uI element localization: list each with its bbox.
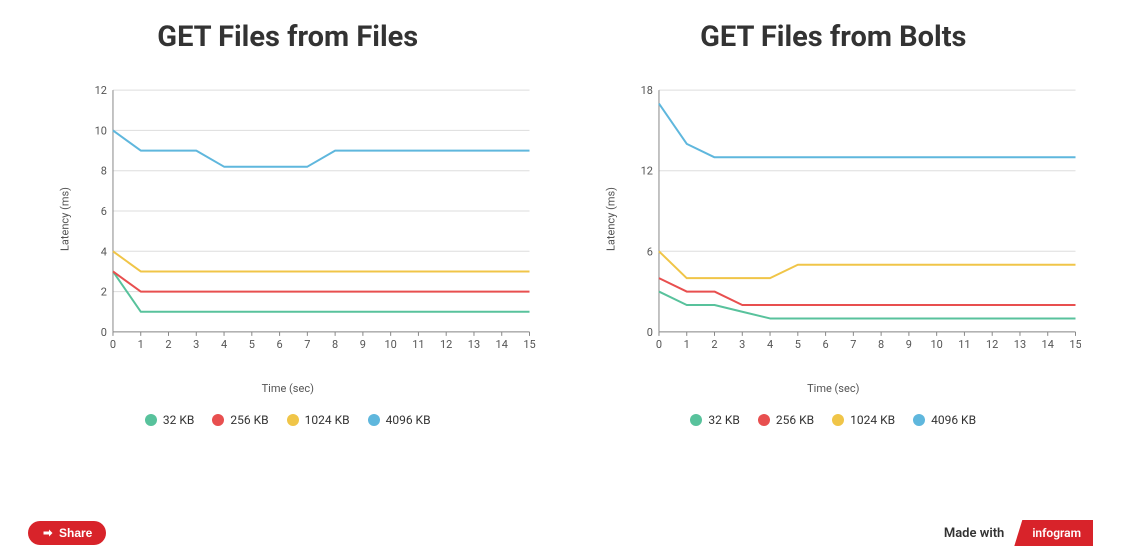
- svg-text:15: 15: [523, 338, 535, 351]
- svg-text:6: 6: [822, 338, 828, 351]
- legend-label: 32 KB: [163, 413, 194, 427]
- svg-text:4: 4: [221, 338, 227, 351]
- legend-dot-icon: [368, 414, 380, 426]
- legend-label: 1024 KB: [305, 413, 350, 427]
- svg-text:12: 12: [95, 84, 107, 97]
- legend-label: 256 KB: [776, 413, 814, 427]
- svg-text:2: 2: [711, 338, 717, 351]
- legend-item: 4096 KB: [913, 413, 976, 427]
- legend-dot-icon: [212, 414, 224, 426]
- made-with: Made with infogram: [944, 520, 1093, 546]
- svg-text:11: 11: [958, 338, 970, 351]
- svg-text:7: 7: [850, 338, 856, 351]
- svg-text:9: 9: [905, 338, 911, 351]
- svg-text:12: 12: [440, 338, 452, 351]
- svg-text:0: 0: [646, 326, 652, 339]
- svg-text:8: 8: [878, 338, 884, 351]
- legend-label: 256 KB: [230, 413, 268, 427]
- chart-area: Latency (ms) 024681012012345678910111213…: [85, 84, 536, 354]
- legend-dot-icon: [287, 414, 299, 426]
- svg-text:14: 14: [496, 338, 508, 351]
- legend-label: 32 KB: [708, 413, 739, 427]
- svg-text:5: 5: [249, 338, 255, 351]
- line-chart: 0246810120123456789101112131415: [85, 84, 536, 354]
- svg-text:0: 0: [101, 326, 107, 339]
- svg-text:0: 0: [110, 338, 116, 351]
- svg-text:12: 12: [640, 165, 652, 178]
- svg-text:13: 13: [1013, 338, 1025, 351]
- y-axis-label: Latency (ms): [59, 187, 72, 251]
- svg-text:1: 1: [138, 338, 144, 351]
- chart-panel-files: GET Files from Files Latency (ms) 0 2 4 6 8 1…: [30, 20, 546, 427]
- charts-row: GET Files from Files Latency (ms) 0 2 4 6 8 1…: [0, 0, 1121, 427]
- legend-dot-icon: [145, 414, 157, 426]
- legend-label: 4096 KB: [386, 413, 431, 427]
- legend-item: 1024 KB: [832, 413, 895, 427]
- svg-text:8: 8: [332, 338, 338, 351]
- svg-text:10: 10: [95, 124, 107, 137]
- svg-text:4: 4: [766, 338, 772, 351]
- chart-title: GET Files from Bolts: [576, 20, 1092, 54]
- share-label: Share: [59, 526, 92, 540]
- svg-text:11: 11: [412, 338, 424, 351]
- svg-text:18: 18: [640, 84, 652, 97]
- svg-text:6: 6: [101, 205, 107, 218]
- legend-item: 256 KB: [212, 413, 268, 427]
- legend: 32 KB 256 KB 1024 KB 4096 KB: [30, 413, 546, 427]
- made-with-label: Made with: [944, 526, 1005, 541]
- footer: Share Made with infogram: [0, 520, 1121, 546]
- share-button[interactable]: Share: [28, 521, 106, 545]
- x-axis-label: Time (sec): [30, 382, 546, 395]
- legend: 32 KB 256 KB 1024 KB 4096 KB: [576, 413, 1092, 427]
- legend-item: 256 KB: [758, 413, 814, 427]
- svg-text:15: 15: [1069, 338, 1081, 351]
- svg-text:0: 0: [655, 338, 661, 351]
- svg-text:14: 14: [1041, 338, 1053, 351]
- y-axis-label: Latency (ms): [604, 187, 617, 251]
- legend-dot-icon: [758, 414, 770, 426]
- legend-dot-icon: [913, 414, 925, 426]
- svg-text:2: 2: [101, 286, 107, 299]
- svg-text:6: 6: [646, 245, 652, 258]
- chart-area: Latency (ms) 061218012345678910111213141…: [631, 84, 1082, 354]
- share-icon: [42, 527, 54, 539]
- legend-label: 4096 KB: [931, 413, 976, 427]
- svg-text:4: 4: [101, 245, 107, 258]
- svg-text:12: 12: [986, 338, 998, 351]
- legend-dot-icon: [690, 414, 702, 426]
- svg-text:10: 10: [930, 338, 942, 351]
- chart-panel-bolts: GET Files from Bolts Latency (ms) 061218…: [576, 20, 1092, 427]
- svg-text:3: 3: [739, 338, 745, 351]
- svg-text:5: 5: [794, 338, 800, 351]
- svg-text:6: 6: [276, 338, 282, 351]
- legend-item: 1024 KB: [287, 413, 350, 427]
- svg-text:13: 13: [468, 338, 480, 351]
- legend-item: 32 KB: [145, 413, 194, 427]
- legend-item: 32 KB: [690, 413, 739, 427]
- legend-label: 1024 KB: [850, 413, 895, 427]
- svg-text:10: 10: [384, 338, 396, 351]
- svg-text:1: 1: [683, 338, 689, 351]
- x-axis-label: Time (sec): [576, 382, 1092, 395]
- svg-text:8: 8: [101, 165, 107, 178]
- legend-item: 4096 KB: [368, 413, 431, 427]
- svg-text:7: 7: [304, 338, 310, 351]
- svg-text:9: 9: [360, 338, 366, 351]
- legend-dot-icon: [832, 414, 844, 426]
- chart-title: GET Files from Files: [30, 20, 546, 54]
- svg-text:2: 2: [165, 338, 171, 351]
- infogram-badge[interactable]: infogram: [1014, 520, 1093, 546]
- svg-text:3: 3: [193, 338, 199, 351]
- line-chart: 0612180123456789101112131415: [631, 84, 1082, 354]
